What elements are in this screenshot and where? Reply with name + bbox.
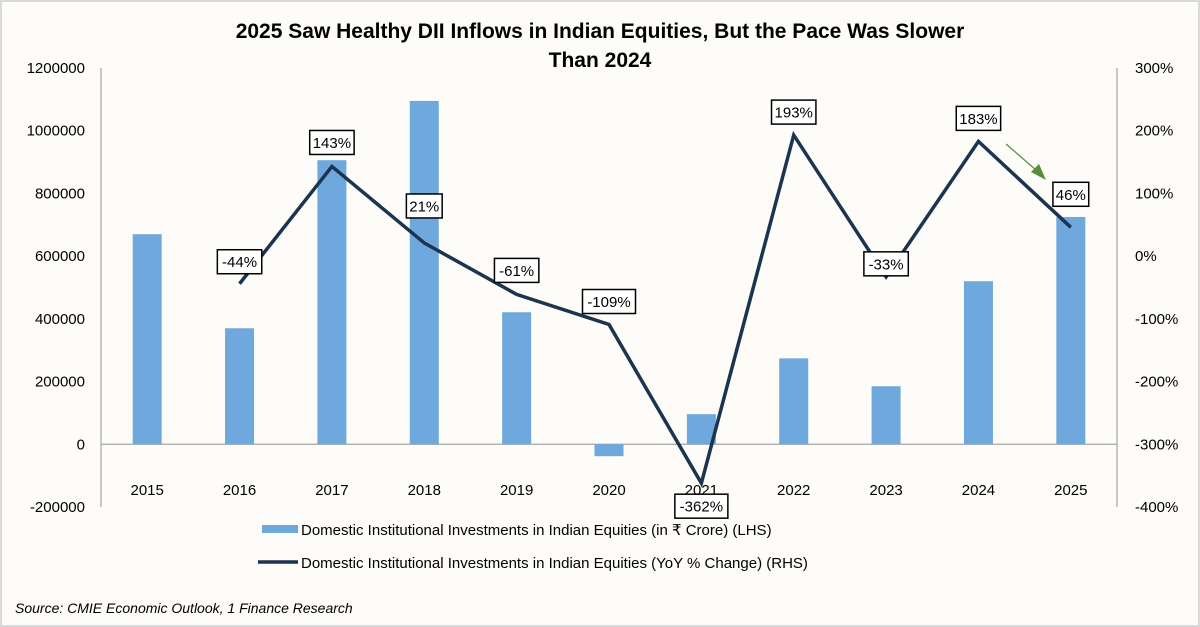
data-label-2023: -33% (863, 251, 910, 277)
data-label-box (216, 248, 263, 275)
trend-arrow-annotation (1005, 143, 1046, 180)
left-axis-tick-label: 1200000 (27, 60, 85, 77)
right-axis-tick-label: 0% (1135, 248, 1157, 265)
data-label-text: -33% (869, 256, 904, 273)
x-axis-tick-label: 2018 (408, 482, 441, 499)
bar-2015 (132, 234, 162, 445)
left-axis-tick-label: 0 (77, 436, 85, 453)
left-axis-tick-label: 600000 (35, 248, 85, 265)
data-label-text: 143% (313, 135, 351, 152)
x-axis-tick-label: 2024 (962, 482, 995, 499)
source-note: Source: CMIE Economic Outlook, 1 Finance… (15, 600, 353, 616)
x-axis-tick-label: 2019 (500, 482, 533, 499)
data-label-text: -362% (680, 499, 723, 516)
data-label-2024: 183% (955, 105, 1002, 132)
left-axis-tick-label: 800000 (35, 185, 85, 202)
legend-bar-swatch (262, 525, 298, 533)
right-axis-tick-label: -200% (1135, 374, 1178, 391)
right-axis-tick-label: 100% (1135, 185, 1173, 202)
bar-2017 (317, 160, 347, 445)
bar-2020 (594, 444, 624, 457)
data-label-box (955, 105, 1002, 132)
data-label-box (674, 493, 729, 519)
right-axis-tick-label: -100% (1135, 311, 1178, 328)
data-label-text: -61% (499, 263, 534, 280)
left-axis-tick-label: 200000 (35, 374, 85, 391)
x-axis-tick-label: 2017 (315, 482, 348, 499)
trend-arrow-head (1031, 164, 1046, 180)
data-label-text: 183% (959, 111, 997, 128)
data-label-box (1052, 181, 1090, 208)
data-label-text: 193% (775, 105, 813, 122)
bar-2019 (502, 312, 532, 445)
data-label-box (770, 99, 817, 125)
data-label-2025: 46% (1052, 181, 1090, 208)
data-label-2022: 193% (770, 99, 817, 125)
chart-title-line-1: 2025 Saw Healthy DII Inflows in Indian E… (236, 20, 965, 43)
data-label-2021: -362% (674, 493, 729, 519)
x-axis-tick-label: 2020 (592, 482, 625, 499)
legend-line-label: Domestic Institutional Investments in In… (301, 555, 808, 572)
data-label-2019: -61% (493, 257, 540, 284)
data-label-box (405, 193, 443, 219)
x-axis-tick-label: 2023 (869, 482, 902, 499)
left-axis-tick-label: 400000 (35, 311, 85, 328)
bar-2025 (1056, 216, 1086, 445)
x-axis-tick-label: 2016 (223, 482, 256, 499)
data-label-box (581, 288, 637, 315)
bar-2023 (871, 386, 901, 445)
right-axis-tick-label: -400% (1135, 499, 1178, 516)
data-label-2018: 21% (405, 193, 443, 219)
x-axis-tick-label: 2025 (1054, 482, 1087, 499)
x-axis-tick-label: 2015 (130, 482, 163, 499)
data-label-text: -109% (587, 294, 630, 311)
data-label-box (493, 257, 540, 284)
data-label-2016: -44% (216, 248, 263, 275)
trend-arrow-shaft (1005, 143, 1037, 171)
data-label-2017: 143% (308, 129, 355, 156)
data-label-2020: -109% (581, 288, 637, 315)
bar-2022 (779, 358, 809, 445)
legend-bar-label: Domestic Institutional Investments in In… (301, 522, 772, 539)
bar-2018 (409, 100, 439, 445)
left-axis-tick-label: 1000000 (27, 123, 85, 140)
x-axis-tick-label: 2022 (777, 482, 810, 499)
right-axis-tick-label: 200% (1135, 123, 1173, 140)
bar-2024 (963, 281, 993, 445)
data-label-text: 21% (409, 198, 439, 215)
data-label-box (308, 129, 355, 156)
left-axis-tick-label: -200000 (30, 499, 85, 516)
data-label-text: -44% (222, 254, 257, 271)
right-axis-tick-label: 300% (1135, 60, 1173, 77)
data-label-text: 46% (1056, 187, 1086, 204)
bar-2021 (686, 414, 716, 445)
yoy-line (238, 130, 1073, 488)
right-axis-tick-label: -300% (1135, 436, 1178, 453)
chart-title-line-2: Than 2024 (549, 49, 652, 72)
bar-2016 (225, 328, 255, 445)
data-label-box (863, 251, 910, 277)
